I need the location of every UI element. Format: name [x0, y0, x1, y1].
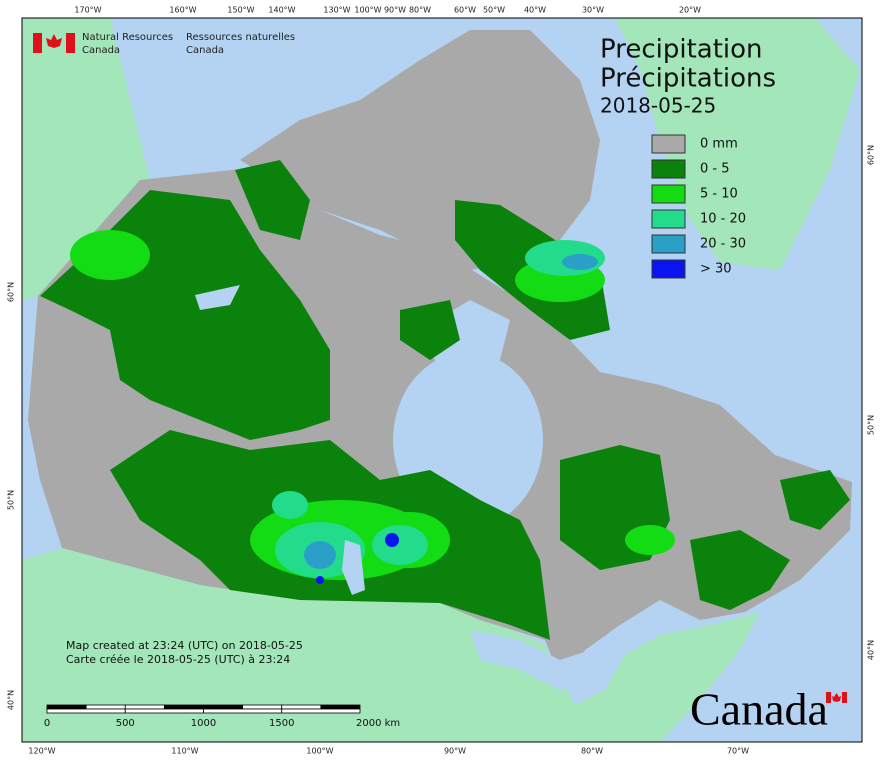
- wordmark-flag-right: [842, 692, 847, 703]
- agency-en-1: Natural Resources: [82, 32, 173, 43]
- precip-0-5-southampton: [400, 300, 460, 360]
- legend-swatch: [651, 209, 686, 229]
- scale-segment-lower: [203, 708, 283, 714]
- top-longitude-label: 90°W: [384, 6, 406, 15]
- precip-over-30-sask: [316, 576, 324, 584]
- wordmark-flag-left: [826, 692, 831, 703]
- legend-label: 5 - 10: [700, 187, 738, 202]
- title-en: Precipitation: [600, 35, 763, 65]
- greenland: [615, 18, 860, 270]
- top-longitude-label: 80°W: [409, 6, 431, 15]
- flag-bar-right: [66, 33, 75, 53]
- bottom-longitude-label: 70°W: [727, 747, 749, 756]
- precip-0-5-maritimes: [690, 530, 790, 610]
- bottom-longitude-label: 100°W: [306, 747, 333, 756]
- united-states: [22, 548, 760, 742]
- agency-en-2: Canada: [82, 45, 120, 56]
- credit-en: Map created at 23:24 (UTC) on 2018-05-25: [66, 639, 303, 652]
- legend-swatch: [651, 234, 686, 254]
- alaska: [22, 18, 150, 300]
- right-latitude-label: 60°N: [867, 145, 876, 165]
- precip-0-5-victoria: [235, 160, 310, 240]
- legend-label: > 30: [700, 262, 732, 277]
- scale-segment-upper: [242, 704, 283, 710]
- scale-segment-upper: [163, 704, 204, 710]
- scale-segment-upper: [46, 704, 87, 710]
- top-longitude-label: 100°W: [354, 6, 381, 15]
- bottom-longitude-label: 110°W: [171, 747, 198, 756]
- precip-over-30-manitoba: [385, 533, 399, 547]
- scale-segment-upper: [85, 704, 126, 710]
- canada-wordmark: Canada: [690, 684, 828, 735]
- scale-label: 1000: [191, 718, 216, 729]
- scale-label: 0: [44, 718, 50, 729]
- top-longitude-label: 60°W: [454, 6, 476, 15]
- graticule-labels: 170°W 160°W 150°W 140°W 130°W 100°W 90°W 80°W 60…: [7, 6, 876, 756]
- arctic-islands: [240, 30, 600, 270]
- legend-label: 0 mm: [700, 137, 738, 152]
- precip-20-30-baffin: [562, 254, 598, 270]
- left-latitude-label: 60°N: [7, 282, 16, 302]
- right-latitude-label: 50°N: [867, 415, 876, 435]
- scale-label: 1500: [269, 718, 294, 729]
- top-longitude-label: 40°W: [524, 6, 546, 15]
- left-latitude-label: 40°N: [7, 690, 16, 710]
- top-longitude-label: 170°W: [74, 6, 101, 15]
- scale-segment-lower: [124, 708, 204, 714]
- scale-segment-upper: [203, 704, 244, 710]
- legend-label: 0 - 5: [700, 162, 730, 177]
- title-date: 2018-05-25: [600, 94, 716, 118]
- legend-swatch: [651, 259, 686, 279]
- left-latitude-label: 50°N: [7, 490, 16, 510]
- precip-5-10-quebec: [625, 525, 675, 555]
- top-longitude-label: 20°W: [679, 6, 701, 15]
- scale-segment-lower: [46, 708, 126, 714]
- precip-10-20-alberta: [272, 491, 308, 519]
- legend: 0 mm 0 - 5 5 - 10 10 - 20 20 - 30 > 30: [651, 134, 746, 279]
- legend-label: 10 - 20: [700, 212, 746, 227]
- scale-segment-upper: [124, 704, 165, 710]
- great-lakes: [470, 630, 610, 690]
- bottom-longitude-label: 120°W: [28, 747, 55, 756]
- credit-fr: Carte créée le 2018-05-25 (UTC) à 23:24: [66, 653, 290, 666]
- agency-fr-2: Canada: [186, 45, 224, 56]
- agency-fr-1: Ressources naturelles: [186, 32, 295, 43]
- top-longitude-label: 130°W: [323, 6, 350, 15]
- bottom-longitude-label: 80°W: [581, 747, 603, 756]
- flag-bar-left: [33, 33, 42, 53]
- map-frame: [21, 17, 863, 743]
- precip-5-10-yukon: [70, 230, 150, 280]
- precip-10-20-manitoba: [372, 525, 428, 565]
- precip-0-5-newfoundland: [780, 470, 850, 530]
- right-latitude-label: 40°N: [867, 640, 876, 660]
- lake-winnipeg: [342, 540, 365, 595]
- top-longitude-label: 140°W: [268, 6, 295, 15]
- top-longitude-label: 50°W: [483, 6, 505, 15]
- bottom-longitude-label: 90°W: [444, 747, 466, 756]
- wordmark-flag-leaf: [832, 693, 841, 702]
- scale-label: 500: [116, 718, 135, 729]
- precip-20-30-sask: [304, 541, 336, 569]
- flag-leaf: [46, 34, 62, 48]
- title-fr: Précipitations: [600, 64, 776, 94]
- scale-segment-lower: [281, 708, 361, 714]
- top-longitude-label: 30°W: [582, 6, 604, 15]
- legend-label: 20 - 30: [700, 237, 746, 252]
- map-area: [22, 18, 862, 742]
- great-slave-lake: [195, 285, 240, 310]
- scale-label: 2000 km: [356, 718, 400, 729]
- legend-swatch: [651, 134, 686, 154]
- legend-swatch: [651, 184, 686, 204]
- legend-swatch: [651, 159, 686, 179]
- scale-segment-upper: [281, 704, 322, 710]
- top-longitude-label: 150°W: [227, 6, 254, 15]
- scale-bar: 0 500 1000 1500 2000 km: [44, 704, 400, 729]
- top-longitude-label: 160°W: [169, 6, 196, 15]
- scale-segment-upper: [320, 704, 361, 710]
